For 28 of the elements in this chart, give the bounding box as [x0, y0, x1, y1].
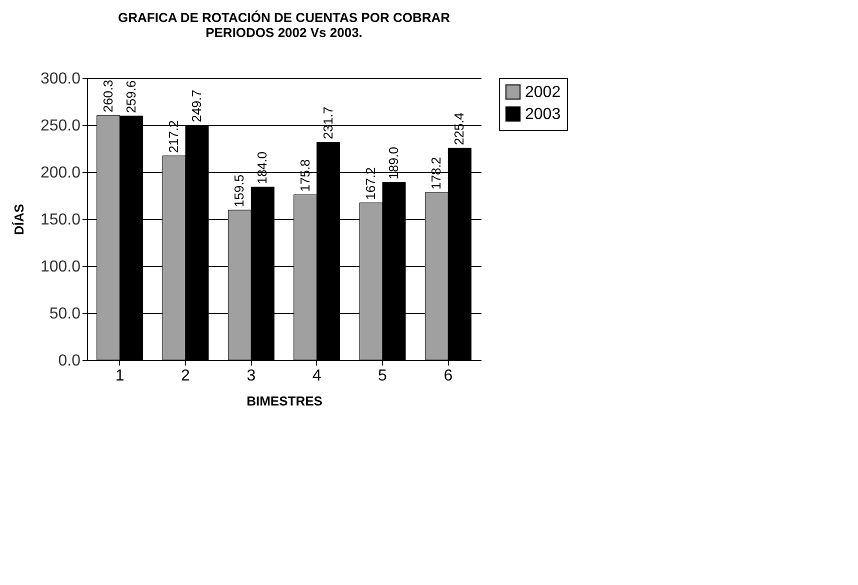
y-tick-label: 250.0 — [40, 118, 81, 134]
x-tick-label: 1 — [115, 368, 124, 384]
x-tick-label: 5 — [378, 368, 388, 384]
chart-title: GRAFICA DE ROTACIÓN DE CUENTAS POR COBRAR PERIODOS 2002 Vs 2003. — [118, 10, 451, 40]
legend-label: 2003 — [525, 106, 561, 123]
y-tick-label: 100.0 — [40, 258, 81, 276]
data-label: 231.7 — [320, 106, 336, 140]
y-tick-label: 200.0 — [40, 164, 81, 182]
data-label: 159.5 — [232, 174, 247, 208]
y-tick-label: 50.0 — [49, 306, 81, 322]
legend-label: 2002 — [525, 84, 561, 101]
data-label: 175.8 — [297, 159, 312, 192]
x-tick-label: 4 — [312, 368, 322, 384]
data-label: 260.3 — [100, 80, 116, 112]
x-tick-label: 3 — [246, 368, 256, 384]
data-label: 189.0 — [386, 146, 401, 180]
y-axis-title: DÍAS — [11, 204, 26, 236]
x-tick-label: 2 — [181, 368, 190, 384]
y-tick-label: 0.0 — [58, 352, 81, 370]
data-label: 178.2 — [428, 156, 444, 190]
data-label: 184.0 — [254, 151, 270, 184]
x-axis-title: BIMESTRES — [246, 394, 323, 408]
x-tick-label: 6 — [444, 368, 453, 384]
y-tick-label: 300.0 — [40, 70, 81, 88]
data-label: 259.6 — [123, 80, 138, 113]
data-label: 249.7 — [188, 90, 204, 122]
data-label: 225.4 — [452, 112, 467, 146]
y-tick-label: 150.0 — [40, 212, 81, 228]
